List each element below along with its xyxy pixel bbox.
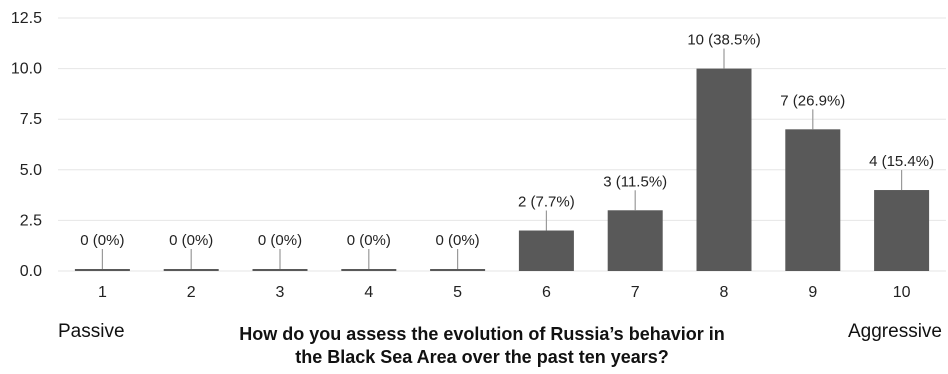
x-tick-label: 2: [187, 284, 196, 301]
bar: [607, 210, 663, 271]
x-tick-label: 7: [631, 284, 640, 301]
bar: [785, 129, 841, 271]
data-label: 2 (7.7%): [518, 194, 575, 211]
bars: [74, 68, 930, 271]
bar: [874, 190, 930, 271]
x-tick-label: 9: [808, 284, 817, 301]
data-label: 0 (0%): [169, 232, 213, 249]
x-tick-label: 6: [542, 284, 551, 301]
y-tick-label: 7.5: [20, 111, 42, 128]
bar: [696, 68, 752, 271]
data-label: 0 (0%): [347, 232, 391, 249]
x-tick-label: 4: [364, 284, 373, 301]
x-tick-label: 3: [276, 284, 285, 301]
x-axis-title-line-1: How do you assess the evolution of Russi…: [239, 324, 724, 344]
x-tick-label: 5: [453, 284, 462, 301]
x-tick-label: 10: [893, 284, 911, 301]
bar: [430, 269, 486, 271]
bar: [518, 230, 574, 271]
passive-label: Passive: [58, 321, 125, 342]
y-tick-label: 0.0: [20, 263, 42, 280]
data-label: 4 (15.4%): [869, 153, 934, 170]
data-label: 3 (11.5%): [603, 173, 667, 190]
aggressive-label: Aggressive: [848, 321, 942, 342]
label-leaders: [101, 48, 903, 269]
bar: [74, 269, 130, 271]
data-labels: 0 (0%) 0 (0%) 0 (0%) 0 (0%) 0 (0%) 2 (7.7%) 3 …: [80, 32, 934, 249]
data-label: 0 (0%): [436, 232, 480, 249]
data-label: 0 (0%): [258, 232, 302, 249]
data-label: 10 (38.5%): [687, 32, 760, 49]
y-tick-label: 2.5: [20, 212, 42, 229]
x-tick-label: 8: [720, 284, 729, 301]
bar: [341, 269, 397, 271]
bar: [163, 269, 219, 271]
data-label: 0 (0%): [80, 232, 124, 249]
y-tick-label: 12.5: [11, 10, 42, 27]
y-tick-label: 10.0: [11, 61, 42, 78]
x-axis-ticks: 1 2 3 4 5 6 7 8 9 10: [98, 284, 911, 301]
y-axis-ticks: 0.0 2.5 5.0 7.5 10.0 12.5: [11, 10, 42, 280]
bar: [252, 269, 308, 271]
data-label: 7 (26.9%): [780, 92, 845, 109]
y-tick-label: 5.0: [20, 162, 42, 179]
x-axis-title-line-2: the Black Sea Area over the past ten yea…: [295, 347, 669, 367]
x-tick-label: 1: [98, 284, 107, 301]
